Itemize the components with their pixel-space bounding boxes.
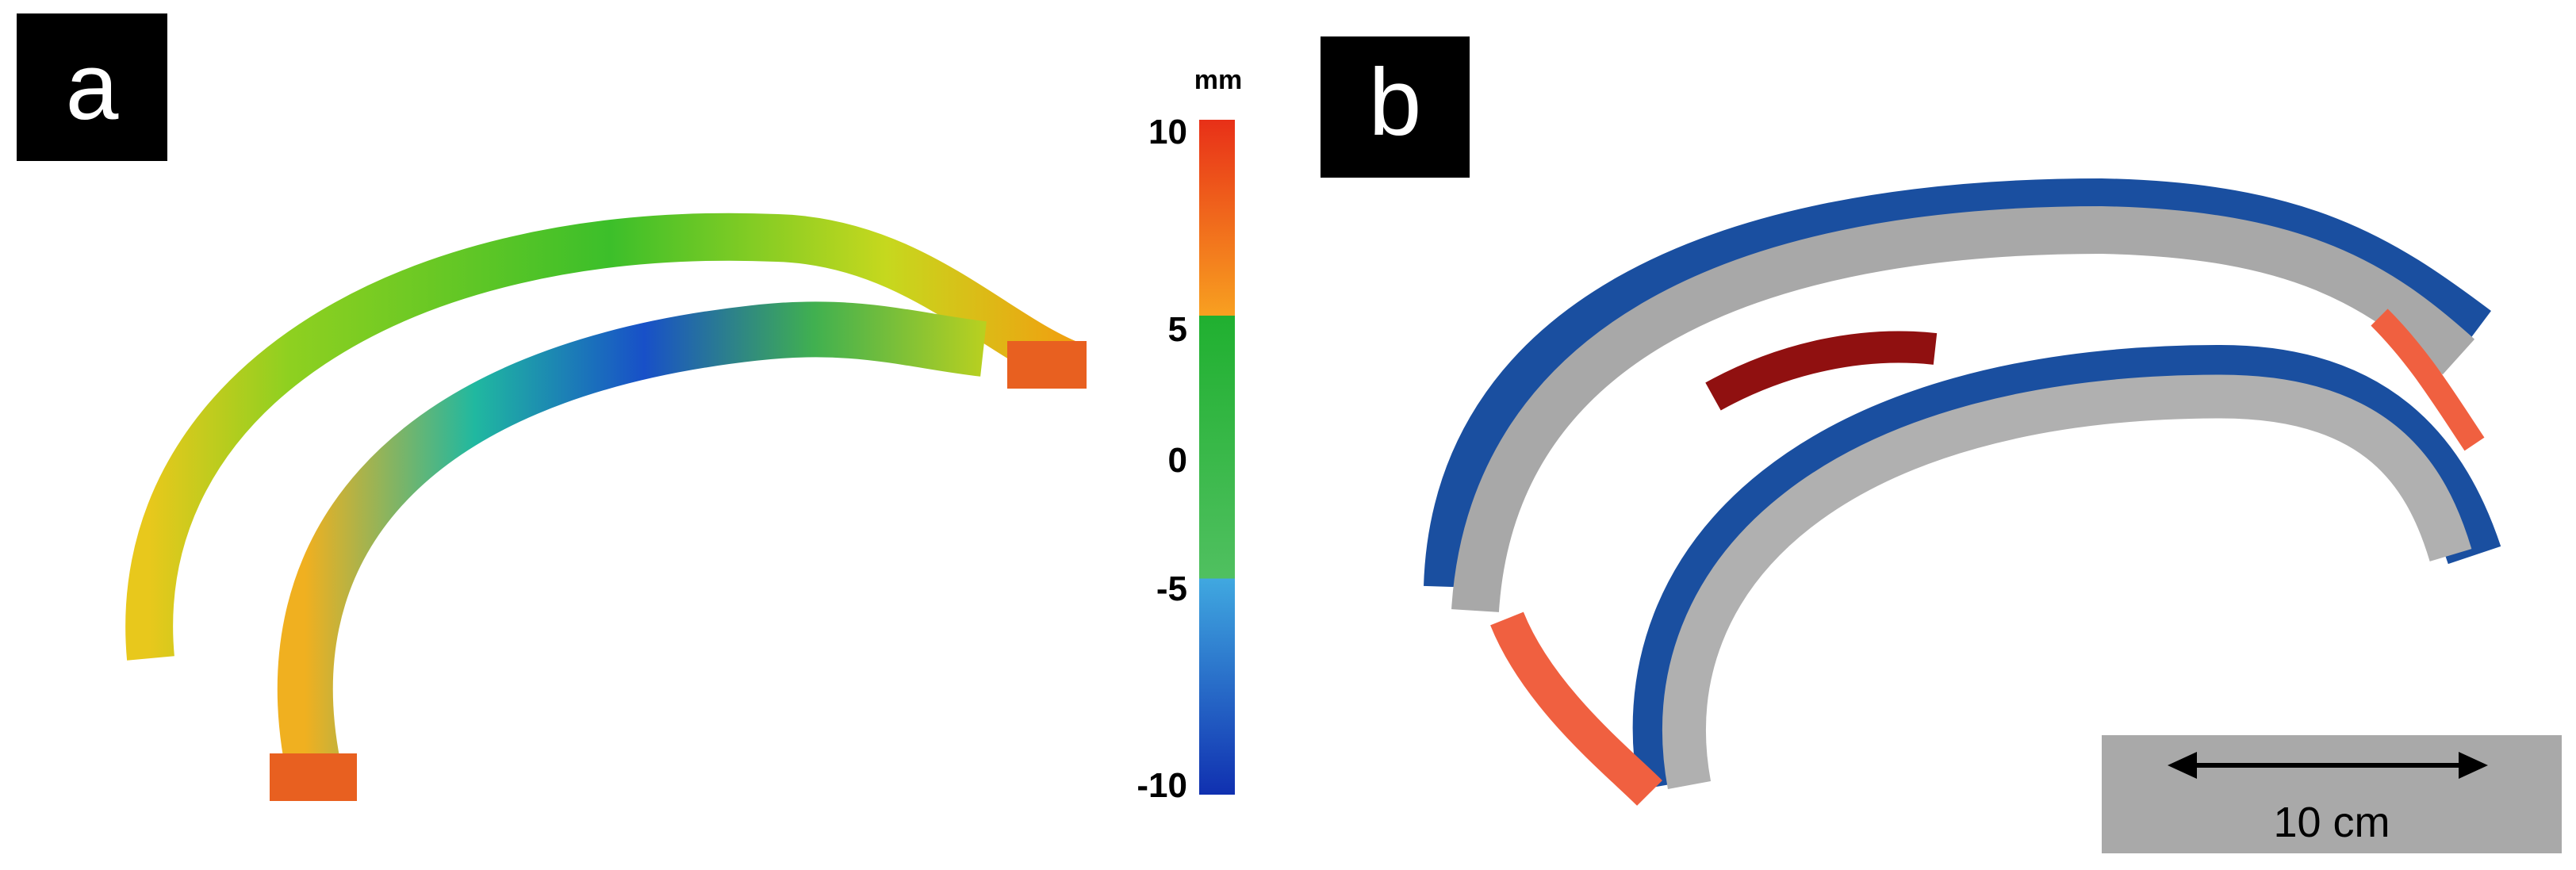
headband-inner: [277, 301, 987, 792]
colorbar-ticks: 10 5 0 -5 -10: [1137, 113, 1187, 805]
colorbar-unit: mm: [1194, 65, 1242, 95]
colorbar-tick-label: 0: [1168, 441, 1187, 480]
scale-bar-box: [2102, 735, 2562, 853]
deviation-region: [1490, 611, 1662, 806]
scale-bar-label: 10 cm: [2273, 799, 2390, 846]
deviation-region: [2371, 309, 2485, 451]
colorbar-tick-label: 10: [1148, 113, 1187, 151]
panel-label-box: [1321, 36, 1470, 178]
panel-label: b: [1369, 49, 1422, 155]
scan-inner: [1662, 374, 2472, 789]
colorbar: [1199, 120, 1235, 795]
panel-label: a: [66, 33, 119, 140]
clip: [270, 753, 357, 801]
clip: [1007, 341, 1087, 389]
panel-label-box: [17, 13, 167, 161]
deviation-region: [1705, 331, 1938, 411]
scan-outer: [1451, 205, 2475, 612]
colorbar-tick-label: -5: [1156, 569, 1187, 608]
colorbar-tick-label: 5: [1168, 310, 1187, 349]
colorbar-tick-label: -10: [1137, 766, 1187, 805]
headband-outer: [125, 213, 1080, 661]
